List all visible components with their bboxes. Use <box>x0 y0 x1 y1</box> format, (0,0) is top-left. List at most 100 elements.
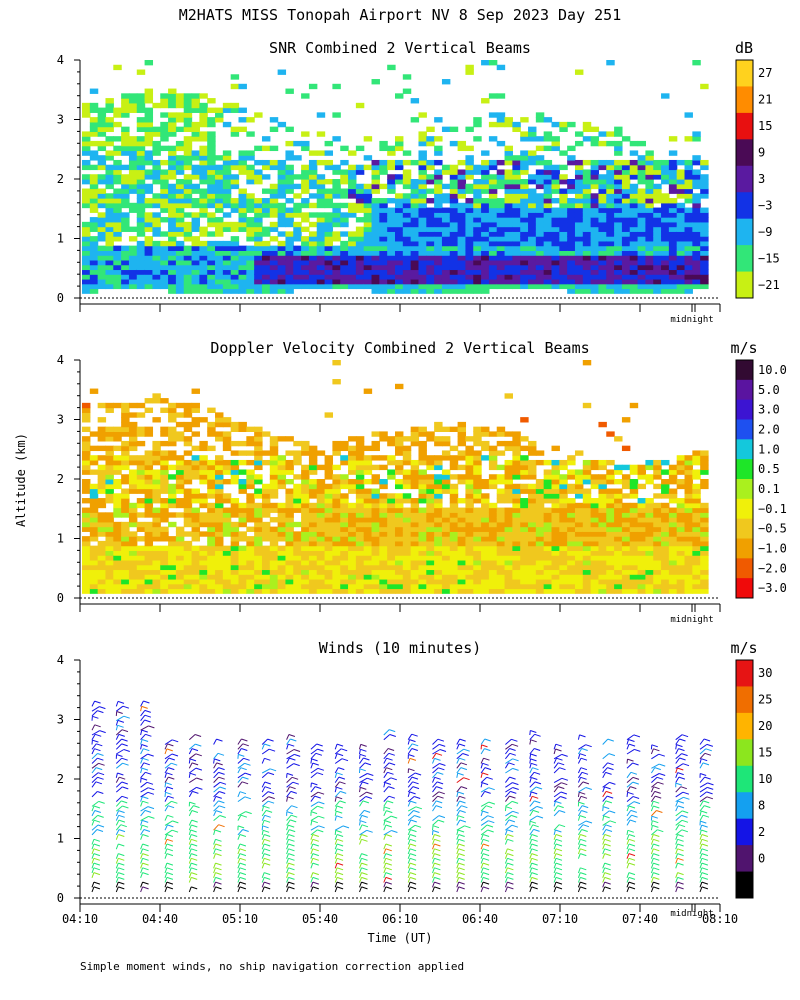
heatmap-cell <box>160 464 169 471</box>
heatmap-cell <box>488 574 498 580</box>
heatmap-cell <box>473 469 482 475</box>
heatmap-cell <box>692 283 701 290</box>
wind-barb-flag <box>96 829 104 832</box>
heatmap-cell <box>543 188 553 194</box>
heatmap-cell <box>590 559 600 566</box>
heatmap-cell <box>324 264 334 271</box>
heatmap-cell <box>700 507 709 513</box>
heatmap-cell <box>700 207 709 213</box>
heatmap-cell <box>152 459 161 466</box>
heatmap-cell <box>614 169 623 175</box>
heatmap-cell <box>410 474 420 480</box>
heatmap-cell <box>230 440 240 447</box>
heatmap-cell <box>661 479 670 485</box>
heatmap-cell <box>661 531 670 537</box>
heatmap-cell <box>653 550 662 556</box>
heatmap-cell <box>661 245 670 251</box>
heatmap-cell <box>402 555 412 561</box>
heatmap-cell <box>426 521 435 528</box>
heatmap-cell <box>512 217 521 223</box>
heatmap-cell <box>629 288 639 294</box>
heatmap-cell <box>395 450 404 456</box>
heatmap-cell <box>559 240 568 247</box>
heatmap-cell <box>183 436 193 442</box>
heatmap-cell <box>481 159 490 166</box>
heatmap-cell <box>254 250 263 256</box>
heatmap-cell <box>402 74 412 80</box>
heatmap-cell <box>175 583 185 590</box>
heatmap-cell <box>668 559 678 566</box>
heatmap-cell <box>473 236 482 242</box>
heatmap-cell <box>395 288 404 294</box>
heatmap-cell <box>89 274 99 280</box>
heatmap-cell <box>418 440 427 447</box>
heatmap-cell <box>661 574 670 580</box>
heatmap-cell <box>199 417 208 423</box>
heatmap-cell <box>269 245 279 251</box>
heatmap-cell <box>637 517 647 523</box>
heatmap-cell <box>191 155 200 161</box>
wind-barb <box>91 886 95 893</box>
heatmap-cell <box>692 269 701 275</box>
heatmap-cell <box>606 274 615 280</box>
colorbar-label: 21 <box>758 93 772 107</box>
heatmap-cell <box>316 183 326 190</box>
heatmap-cell <box>136 193 146 199</box>
heatmap-cell <box>504 278 513 285</box>
heatmap-cell <box>520 250 529 256</box>
heatmap-cell <box>465 507 474 513</box>
heatmap-cell <box>449 574 459 580</box>
heatmap-cell <box>606 536 615 542</box>
heatmap-cell <box>168 245 177 251</box>
wind-barb <box>115 772 118 778</box>
heatmap-cell <box>308 212 318 218</box>
heatmap-cell <box>269 574 279 580</box>
heatmap-cell <box>668 217 678 223</box>
heatmap-cell <box>410 231 420 237</box>
heatmap-cell <box>559 526 568 532</box>
heatmap-cell <box>512 555 521 561</box>
heatmap-cell <box>301 259 310 266</box>
heatmap-cell <box>582 536 592 542</box>
heatmap-cell <box>363 588 373 594</box>
heatmap-cell <box>293 536 302 542</box>
heatmap-cell <box>191 150 200 156</box>
heatmap-cell <box>128 531 138 537</box>
heatmap-cell <box>410 588 420 594</box>
heatmap-cell <box>191 498 200 504</box>
heatmap-cell <box>395 159 404 166</box>
heatmap-cell <box>168 436 177 442</box>
heatmap-cell <box>402 507 412 513</box>
heatmap-cell <box>379 479 388 485</box>
heatmap-cell <box>653 574 662 580</box>
heatmap-cell <box>168 126 177 132</box>
heatmap-cell <box>316 479 326 485</box>
heatmap-cell <box>692 136 701 142</box>
heatmap-cell <box>152 445 161 452</box>
heatmap-cell <box>199 245 208 251</box>
heatmap-cell <box>82 202 91 209</box>
heatmap-cell <box>574 559 584 566</box>
heatmap-cell <box>308 283 318 290</box>
heatmap-cell <box>82 221 91 228</box>
heatmap-cell <box>293 245 302 251</box>
heatmap-cell <box>191 421 200 428</box>
heatmap-cell <box>676 578 686 585</box>
heatmap-cell <box>348 588 357 594</box>
heatmap-cell <box>136 269 146 275</box>
heatmap-cell <box>301 278 310 285</box>
heatmap-cell <box>481 578 490 585</box>
heatmap-cell <box>254 479 263 485</box>
heatmap-cell <box>293 250 302 256</box>
heatmap-cell <box>700 459 709 466</box>
heatmap-cell <box>449 193 459 199</box>
heatmap-cell <box>277 240 287 247</box>
heatmap-cell <box>199 231 208 237</box>
heatmap-cell <box>355 536 365 542</box>
heatmap-cell <box>105 536 114 542</box>
heatmap-cell <box>113 136 122 142</box>
velocity-heatmap <box>82 360 709 594</box>
wind-barb-flag <box>93 857 101 861</box>
heatmap-cell <box>113 264 122 271</box>
heatmap-cell <box>316 578 326 585</box>
